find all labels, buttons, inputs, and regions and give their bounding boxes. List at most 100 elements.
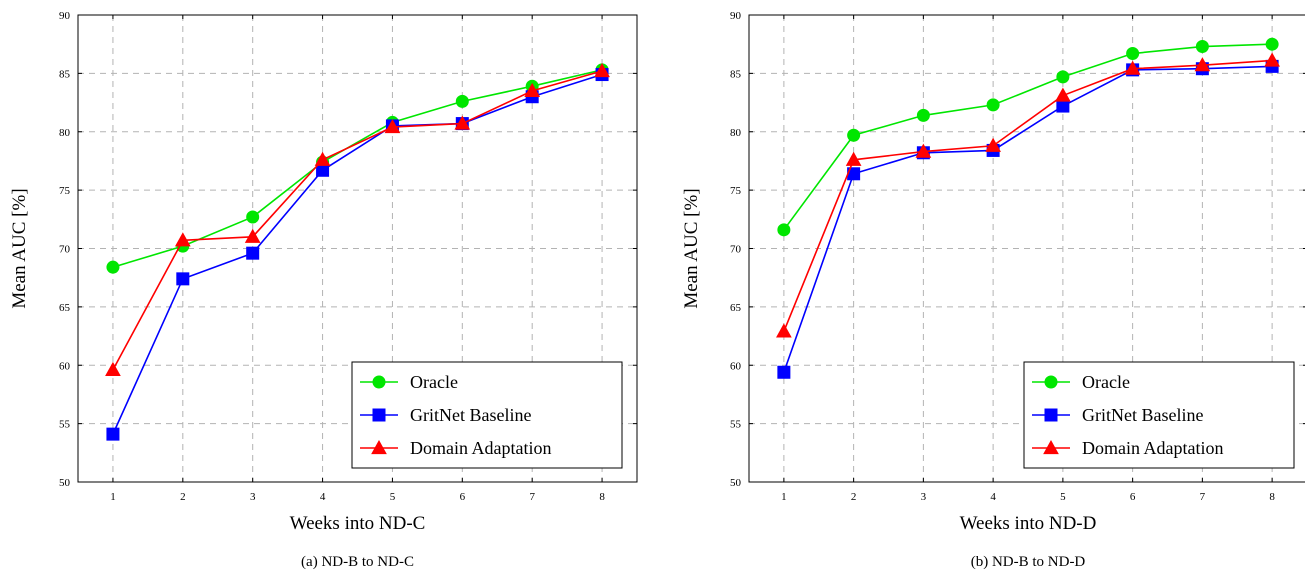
x-tick-label: 8	[1269, 491, 1275, 503]
data-point	[246, 210, 260, 224]
y-tick-label: 60	[730, 360, 742, 372]
x-tick-label: 4	[320, 491, 326, 503]
data-point	[384, 119, 401, 134]
legend-item: Oracle	[1032, 372, 1130, 392]
legend-item: Domain Adaptation	[1032, 438, 1223, 458]
x-tick-label: 3	[921, 491, 927, 503]
x-tick-label: 5	[1060, 491, 1066, 503]
legend: Oracle GritNet Baseline Domain Adaptation	[351, 361, 623, 469]
series-line	[112, 70, 603, 371]
chart-panel-1: 1 2 3 4 5 6 7 8 50 55 60 65 70 75 80 85 90 Weeks into ND-…	[9, 10, 638, 570]
grid	[78, 15, 637, 482]
data-point	[777, 365, 791, 379]
x-axis-label: Weeks into ND-C	[290, 513, 426, 534]
y-tick-label: 55	[730, 419, 742, 431]
data-point	[1194, 57, 1211, 72]
data-point	[1056, 70, 1070, 84]
series-line	[783, 59, 1273, 332]
data-point	[106, 260, 120, 274]
legend-label: GritNet Baseline	[1082, 405, 1203, 425]
series-gritnet-baseline	[777, 59, 1279, 379]
legend-marker	[1043, 439, 1059, 455]
data-point	[916, 108, 930, 122]
series-domain-adaptation	[105, 63, 610, 377]
legend-label: Domain Adaptation	[410, 438, 551, 458]
x-tick-label: 1	[781, 491, 787, 503]
data-point	[986, 98, 1000, 112]
legend-marker	[372, 408, 386, 422]
series-line	[112, 69, 603, 268]
y-tick-label: 80	[59, 127, 71, 139]
chart-panel-2: 1 2 3 4 5 6 7 8 50 55 60 65 70 75 80 85 90 Weeks into ND-…	[681, 10, 1305, 570]
legend-label: Oracle	[410, 372, 458, 392]
data-point	[594, 63, 610, 78]
y-tick-label: 90	[730, 10, 742, 22]
data-point	[176, 272, 190, 286]
legend-marker	[372, 375, 386, 389]
y-tick-label: 85	[59, 68, 71, 80]
data-point	[776, 323, 792, 338]
y-tick-label: 50	[59, 477, 71, 489]
data-point	[915, 143, 932, 158]
data-point	[106, 427, 120, 441]
series-oracle	[777, 37, 1279, 237]
data-point	[1126, 47, 1140, 61]
y-axis-label: Mean AUC [%]	[9, 188, 30, 308]
x-tick-label: 7	[529, 491, 535, 503]
data-point	[455, 94, 469, 108]
y-tick-label: 55	[59, 419, 71, 431]
y-tick-label: 85	[730, 68, 742, 80]
x-tick-label: 6	[1130, 491, 1136, 503]
legend-item: Domain Adaptation	[360, 438, 551, 458]
x-tick-label: 3	[250, 491, 256, 503]
data-point	[1124, 60, 1141, 75]
series-line	[783, 65, 1273, 373]
data-point	[246, 246, 260, 260]
data-point	[1195, 40, 1209, 54]
series-domain-adaptation	[776, 52, 1280, 338]
data-point	[847, 128, 861, 142]
x-tick-label: 1	[110, 491, 116, 503]
y-tick-label: 90	[59, 10, 71, 22]
y-tick-label: 50	[730, 477, 742, 489]
y-tick-label: 70	[59, 244, 71, 256]
figure-caption: (a) ND-B to ND-C	[301, 554, 414, 570]
y-axis-label: Mean AUC [%]	[681, 188, 702, 308]
x-tick-label: 4	[990, 491, 996, 503]
data-point	[845, 151, 862, 166]
data-point	[244, 228, 261, 243]
legend-marker	[1044, 408, 1058, 422]
data-point	[316, 163, 330, 177]
legend-item: GritNet Baseline	[360, 405, 531, 425]
figure-caption: (b) ND-B to ND-D	[971, 554, 1086, 570]
data-point	[1264, 52, 1280, 67]
y-tick-label: 65	[59, 302, 71, 314]
series-line	[112, 73, 603, 435]
x-tick-label: 7	[1200, 491, 1206, 503]
data-point	[174, 232, 191, 247]
data-point	[985, 137, 1001, 152]
x-axis-label: Weeks into ND-D	[960, 513, 1097, 534]
series-line	[783, 43, 1273, 231]
legend-item: GritNet Baseline	[1032, 405, 1203, 425]
data-point	[1055, 87, 1071, 102]
x-tick-label: 8	[599, 491, 605, 503]
y-tick-label: 80	[730, 127, 742, 139]
x-tick-label: 2	[180, 491, 186, 503]
data-point	[105, 361, 121, 377]
y-tick-label: 65	[730, 302, 742, 314]
data-point	[454, 115, 471, 130]
x-tick-label: 2	[851, 491, 857, 503]
x-tick-label: 6	[460, 491, 466, 503]
data-point	[314, 151, 331, 166]
legend-marker	[1044, 375, 1058, 389]
data-point	[1056, 99, 1070, 113]
y-tick-label: 60	[59, 360, 71, 372]
legend-label: Oracle	[1082, 372, 1130, 392]
legend-marker	[371, 439, 387, 455]
legend-label: GritNet Baseline	[410, 405, 531, 425]
y-tick-label: 75	[730, 185, 742, 197]
data-point	[1265, 37, 1279, 51]
data-point	[777, 223, 791, 237]
